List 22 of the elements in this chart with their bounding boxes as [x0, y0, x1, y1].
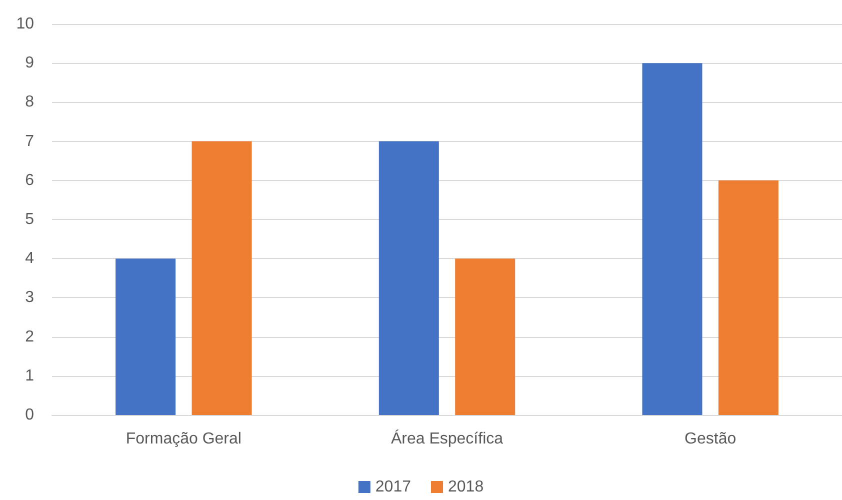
legend-label: 2018 [448, 478, 484, 496]
x-tick-label: Área Específica [390, 430, 504, 448]
y-tick-label: 1 [25, 367, 34, 384]
y-tick-label: 5 [25, 211, 34, 228]
bar [192, 141, 252, 415]
bar [642, 63, 702, 415]
bar [718, 180, 778, 415]
y-tick-label: 10 [16, 16, 34, 32]
bar [116, 258, 176, 415]
bar [455, 258, 516, 415]
y-tick-label: 0 [25, 406, 34, 424]
y-tick-label: 8 [25, 94, 34, 111]
y-tick-label: 7 [25, 132, 34, 150]
y-tick-label: 2 [25, 328, 34, 346]
x-tick-label: Gestão [684, 430, 736, 448]
y-tick-label: 6 [25, 172, 34, 189]
x-tick-label: Formação Geral [126, 430, 242, 448]
y-tick-label: 4 [25, 250, 34, 268]
bar [378, 141, 439, 415]
y-tick-label: 3 [25, 289, 34, 306]
legend-label: 2017 [375, 478, 412, 496]
y-tick-label: 9 [25, 54, 34, 72]
